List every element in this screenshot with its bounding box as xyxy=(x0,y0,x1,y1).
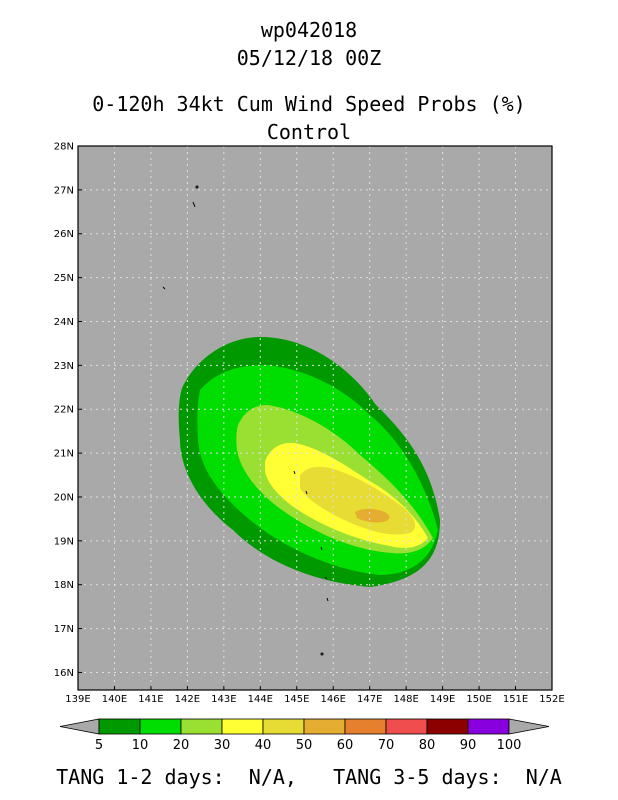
storm-id-title: wp042018 xyxy=(260,18,358,42)
datetime-title: 05/12/18 00Z xyxy=(236,46,382,70)
lat-tick-label: 22N xyxy=(54,405,74,416)
lon-tick-label: 139E xyxy=(65,694,90,705)
contour-50 xyxy=(355,508,390,523)
island xyxy=(326,597,329,602)
colorbar-label: 20 xyxy=(173,738,190,753)
lon-tick-label: 142E xyxy=(175,694,200,705)
lon-tick-label: 140E xyxy=(102,694,127,705)
island xyxy=(195,185,199,189)
lon-tick-label: 141E xyxy=(138,694,163,705)
colorbar-label: 50 xyxy=(296,738,313,753)
lat-tick-label: 16N xyxy=(54,668,74,679)
colorbar-swatch xyxy=(221,718,264,735)
colorbar-swatch xyxy=(467,718,510,735)
longitude-labels: 139E 140E 141E 142E 143E 144E 145E 146E 147E 148E… xyxy=(65,694,564,705)
lat-tick-label: 23N xyxy=(54,361,74,372)
colorbar-label: 80 xyxy=(419,738,436,753)
islands xyxy=(162,185,329,656)
colorbar-swatch xyxy=(180,718,223,735)
map-frame xyxy=(77,145,553,691)
lon-tick-label: 145E xyxy=(284,694,309,705)
colorbar: 5 10 20 30 40 50 60 70 80 90 100 xyxy=(59,718,550,753)
colorbar-label: 30 xyxy=(214,738,231,753)
island xyxy=(293,470,296,475)
lat-tick-label: 26N xyxy=(54,229,74,240)
latitude-labels: 16N 17N 18N 19N 20N 21N 22N 23N 24N 25N 26N 27N 28N xyxy=(54,142,74,679)
lat-tick-label: 21N xyxy=(54,449,74,460)
lon-tick-label: 144E xyxy=(248,694,273,705)
product-title: 0-120h 34kt Cum Wind Speed Probs (%) xyxy=(92,92,526,116)
island xyxy=(320,652,324,656)
colorbar-low-arrow xyxy=(59,718,100,735)
lon-tick-label: 148E xyxy=(393,694,418,705)
colorbar-label: 70 xyxy=(378,738,395,753)
probability-contours xyxy=(178,336,441,587)
island xyxy=(162,286,166,290)
colorbar-label: 5 xyxy=(95,738,103,753)
colorbar-label: 10 xyxy=(132,738,149,753)
island xyxy=(305,490,308,495)
lon-tick-label: 151E xyxy=(503,694,528,705)
lat-tick-label: 27N xyxy=(54,185,74,196)
run-title: Control xyxy=(266,120,352,144)
colorbar-label: 90 xyxy=(460,738,477,753)
colorbar-swatch xyxy=(262,718,305,735)
lon-tick-label: 152E xyxy=(539,694,564,705)
lon-tick-label: 143E xyxy=(211,694,236,705)
lon-tick-label: 150E xyxy=(466,694,491,705)
lat-tick-label: 25N xyxy=(54,273,74,284)
island xyxy=(324,576,328,580)
map-grid xyxy=(77,145,553,690)
colorbar-swatch xyxy=(98,718,141,735)
lon-tick-label: 149E xyxy=(430,694,455,705)
colorbar-swatch xyxy=(385,718,428,735)
lat-tick-label: 19N xyxy=(54,536,74,547)
lat-tick-label: 28N xyxy=(54,142,74,153)
colorbar-swatch xyxy=(344,718,387,735)
colorbar-swatch xyxy=(139,718,182,735)
colorbar-label: 40 xyxy=(255,738,272,753)
lat-tick-label: 24N xyxy=(54,317,74,328)
colorbar-swatch xyxy=(303,718,346,735)
colorbar-label: 60 xyxy=(337,738,354,753)
island xyxy=(320,546,323,551)
colorbar-high-arrow xyxy=(508,718,550,735)
lat-tick-label: 18N xyxy=(54,580,74,591)
lat-tick-label: 17N xyxy=(54,624,74,635)
lon-tick-label: 147E xyxy=(357,694,382,705)
colorbar-label: 100 xyxy=(497,738,522,753)
lon-tick-label: 146E xyxy=(321,694,346,705)
lat-tick-label: 20N xyxy=(54,492,74,503)
colorbar-swatch xyxy=(426,718,469,735)
island xyxy=(192,201,196,208)
tang-footer: TANG 1-2 days: N/A, TANG 3-5 days: N/A xyxy=(56,765,562,789)
